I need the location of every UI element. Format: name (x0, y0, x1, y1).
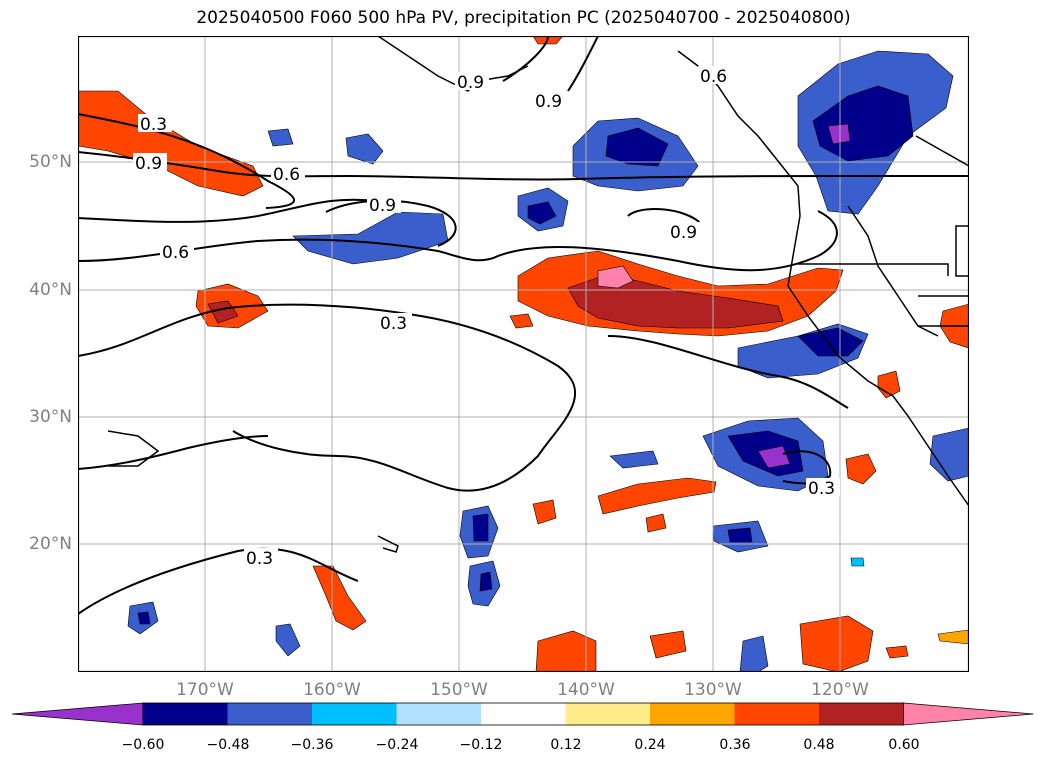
lon-label: 150°W (430, 680, 488, 700)
colorbar-segment (396, 703, 481, 725)
colorbar-segment (565, 703, 650, 725)
colorbar-segment (143, 703, 228, 725)
lat-label: 20°N (29, 534, 72, 554)
colorbar-segment (312, 703, 397, 725)
lon-label: 120°W (811, 680, 869, 700)
colorbar-segment (650, 703, 735, 725)
colorbar-tick-label: 0.48 (803, 737, 835, 753)
contour-label: 0.6 (162, 243, 189, 263)
contour-label: 0.6 (700, 67, 727, 87)
contour-label: 0.9 (135, 154, 162, 174)
contour-label: 0.6 (273, 165, 300, 185)
lon-label: 170°W (176, 680, 234, 700)
contour-label: 0.3 (246, 549, 273, 569)
lon-label: 160°W (303, 680, 361, 700)
colorbar-frame (142, 702, 904, 726)
colorbar (11, 702, 1034, 726)
colorbar-tick-label: −0.36 (290, 737, 334, 753)
lat-label: 50°N (29, 152, 72, 172)
contour-label: 0.9 (369, 196, 396, 216)
colorbar-tick-label: 0.36 (719, 737, 751, 753)
lon-label: 140°W (557, 680, 615, 700)
map-title: 2025040500 F060 500 hPa PV, precipitatio… (196, 8, 851, 28)
colorbar-segment (734, 703, 819, 725)
pv-contours (78, 36, 969, 615)
contour-label: 0.3 (380, 314, 407, 334)
precip-negative-areas (127, 50, 969, 672)
lon-label: 130°W (684, 680, 742, 700)
colorbar-tick-label: 0.24 (634, 737, 666, 753)
contour-label: 0.9 (670, 223, 697, 243)
graticule (78, 36, 969, 672)
lat-label: 40°N (29, 280, 72, 300)
colorbar-tick-label: −0.24 (375, 737, 419, 753)
colorbar-tick-label: 0.12 (550, 737, 582, 753)
contour-label: 0.3 (808, 479, 835, 499)
map-frame (78, 36, 969, 672)
map-panel: 0.3 0.9 0.6 0.9 0.9 0.6 0.9 0.9 0.6 0.3 … (78, 36, 969, 672)
colorbar-tick-label: −0.60 (121, 737, 165, 753)
colorbar-tick-label: 0.60 (888, 737, 920, 753)
colorbar-segment (227, 703, 312, 725)
contour-label: 0.9 (535, 92, 562, 112)
colorbar-segment (481, 703, 566, 725)
contour-label: 0.3 (140, 115, 167, 135)
colorbar-segment (819, 703, 904, 725)
colorbar-extend-high (903, 702, 1034, 726)
contour-label: 0.9 (457, 73, 484, 93)
colorbar-tick-label: −0.12 (459, 737, 503, 753)
colorbar-extend-low (11, 702, 144, 726)
colorbar-tick-label: −0.48 (206, 737, 250, 753)
precip-positive-areas (78, 36, 969, 672)
contour-labels: 0.3 0.9 0.6 0.9 0.9 0.6 0.9 0.9 0.6 0.3 … (133, 66, 840, 569)
lat-label: 30°N (29, 407, 72, 427)
